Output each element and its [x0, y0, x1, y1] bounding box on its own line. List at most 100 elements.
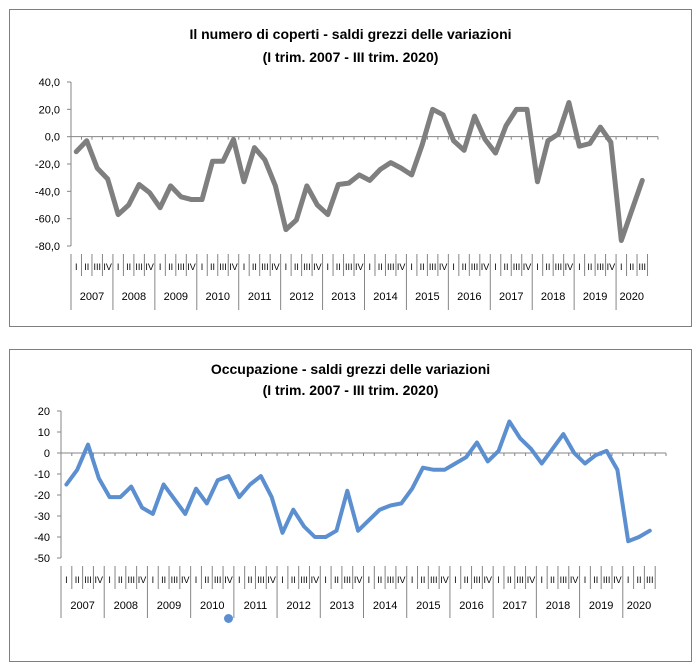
y-tick-label: 20,0: [39, 104, 60, 116]
quarter-label: I: [324, 575, 327, 585]
quarter-label: I: [152, 575, 155, 585]
quarter-label: II: [420, 575, 425, 585]
year-label: 2020: [620, 291, 644, 303]
quarter-label: II: [252, 262, 257, 272]
quarter-label: II: [168, 262, 173, 272]
quarter-label: I: [368, 575, 371, 585]
quarter-label: I: [452, 262, 455, 272]
chart-occupazione: Occupazione - saldi grezzi delle variazi…: [9, 349, 692, 662]
quarter-label: II: [550, 575, 555, 585]
y-tick-label: 0: [44, 448, 50, 460]
quarter-label: II: [587, 262, 592, 272]
quarter-label: I: [281, 575, 284, 585]
quarter-label: III: [597, 262, 605, 272]
y-tick-label: 0,0: [45, 132, 60, 144]
quarter-label: II: [593, 575, 598, 585]
y-tick-label: -20,0: [35, 159, 60, 171]
quarter-label: III: [300, 575, 308, 585]
quarter-label: IV: [224, 575, 233, 585]
quarter-label: I: [117, 262, 120, 272]
quarter-label: II: [629, 262, 634, 272]
year-label: 2008: [122, 291, 146, 303]
quarter-label: II: [545, 262, 550, 272]
quarter-label: III: [214, 575, 222, 585]
quarter-label: IV: [145, 262, 154, 272]
year-label: 2009: [157, 600, 181, 612]
y-tick-label: -80,0: [35, 241, 60, 253]
year-label: 2019: [583, 291, 607, 303]
quarter-label: III: [639, 262, 647, 272]
quarter-label: I: [285, 262, 288, 272]
quarter-label: I: [541, 575, 544, 585]
quarter-label: II: [84, 262, 89, 272]
chart-coperti: Il numero di coperti - saldi grezzi dell…: [9, 9, 692, 327]
quarter-label: I: [536, 262, 539, 272]
quarter-label: IV: [570, 575, 579, 585]
quarter-label: III: [171, 575, 179, 585]
year-label: 2013: [331, 291, 355, 303]
y-tick-label: -20: [34, 490, 50, 502]
quarter-label: III: [471, 262, 479, 272]
quarter-label: I: [65, 575, 68, 585]
quarter-label: IV: [181, 575, 190, 585]
quarter-label: II: [507, 575, 512, 585]
quarter-label: I: [620, 262, 623, 272]
quarter-label: III: [387, 575, 395, 585]
data-line: [73, 100, 645, 244]
year-label: 2007: [70, 600, 94, 612]
year-label: 2017: [503, 600, 527, 612]
year-label: 2012: [289, 291, 313, 303]
quarter-label: I: [243, 262, 246, 272]
quarter-label: III: [603, 575, 611, 585]
quarter-label: I: [195, 575, 198, 585]
quarter-label: II: [377, 575, 382, 585]
quarter-label: IV: [523, 262, 532, 272]
y-tick-label: 40,0: [39, 77, 60, 89]
quarter-label: III: [646, 575, 654, 585]
quarter-label: II: [462, 262, 467, 272]
quarter-label: I: [627, 575, 630, 585]
quarter-label: II: [504, 262, 509, 272]
quarter-label: IV: [311, 575, 320, 585]
quarter-label: III: [513, 262, 521, 272]
quarter-label: IV: [607, 262, 616, 272]
chart-subtitle: (I trim. 2007 - III trim. 2020): [263, 382, 439, 398]
quarter-label: II: [75, 575, 80, 585]
year-label: 2008: [114, 600, 138, 612]
quarter-label: II: [420, 262, 425, 272]
quarter-label: II: [464, 575, 469, 585]
quarter-label: I: [238, 575, 241, 585]
y-tick-label: -10: [34, 469, 50, 481]
quarter-label: III: [473, 575, 481, 585]
quarter-label: IV: [355, 262, 364, 272]
data-line: [64, 419, 652, 544]
quarter-label: IV: [138, 575, 147, 585]
quarter-label: III: [127, 575, 135, 585]
quarter-label: III: [345, 262, 353, 272]
year-label: 2010: [200, 600, 224, 612]
quarter-label: I: [494, 262, 497, 272]
quarter-label: IV: [229, 262, 238, 272]
year-label: 2019: [589, 600, 613, 612]
quarter-label: III: [135, 262, 143, 272]
year-label: 2016: [459, 600, 483, 612]
y-tick-label: -60,0: [35, 214, 60, 226]
year-label: 2018: [546, 600, 570, 612]
year-label: 2009: [164, 291, 188, 303]
quarter-label: II: [291, 575, 296, 585]
year-label: 2020: [627, 600, 651, 612]
year-label: 2011: [244, 600, 268, 612]
quarter-label: IV: [565, 262, 574, 272]
stray-marker: [224, 614, 233, 623]
quarter-label: IV: [103, 262, 112, 272]
quarter-label: IV: [397, 575, 406, 585]
y-tick-label: 20: [38, 406, 50, 418]
quarter-label: IV: [313, 262, 322, 272]
quarter-label: I: [108, 575, 111, 585]
y-tick-label: -40,0: [35, 186, 60, 198]
quarter-label: III: [261, 262, 269, 272]
year-label: 2014: [373, 600, 397, 612]
quarter-label: I: [327, 262, 330, 272]
chart-coperti-svg: Il numero di coperti - saldi grezzi dell…: [35, 26, 659, 310]
quarter-label: III: [430, 575, 438, 585]
